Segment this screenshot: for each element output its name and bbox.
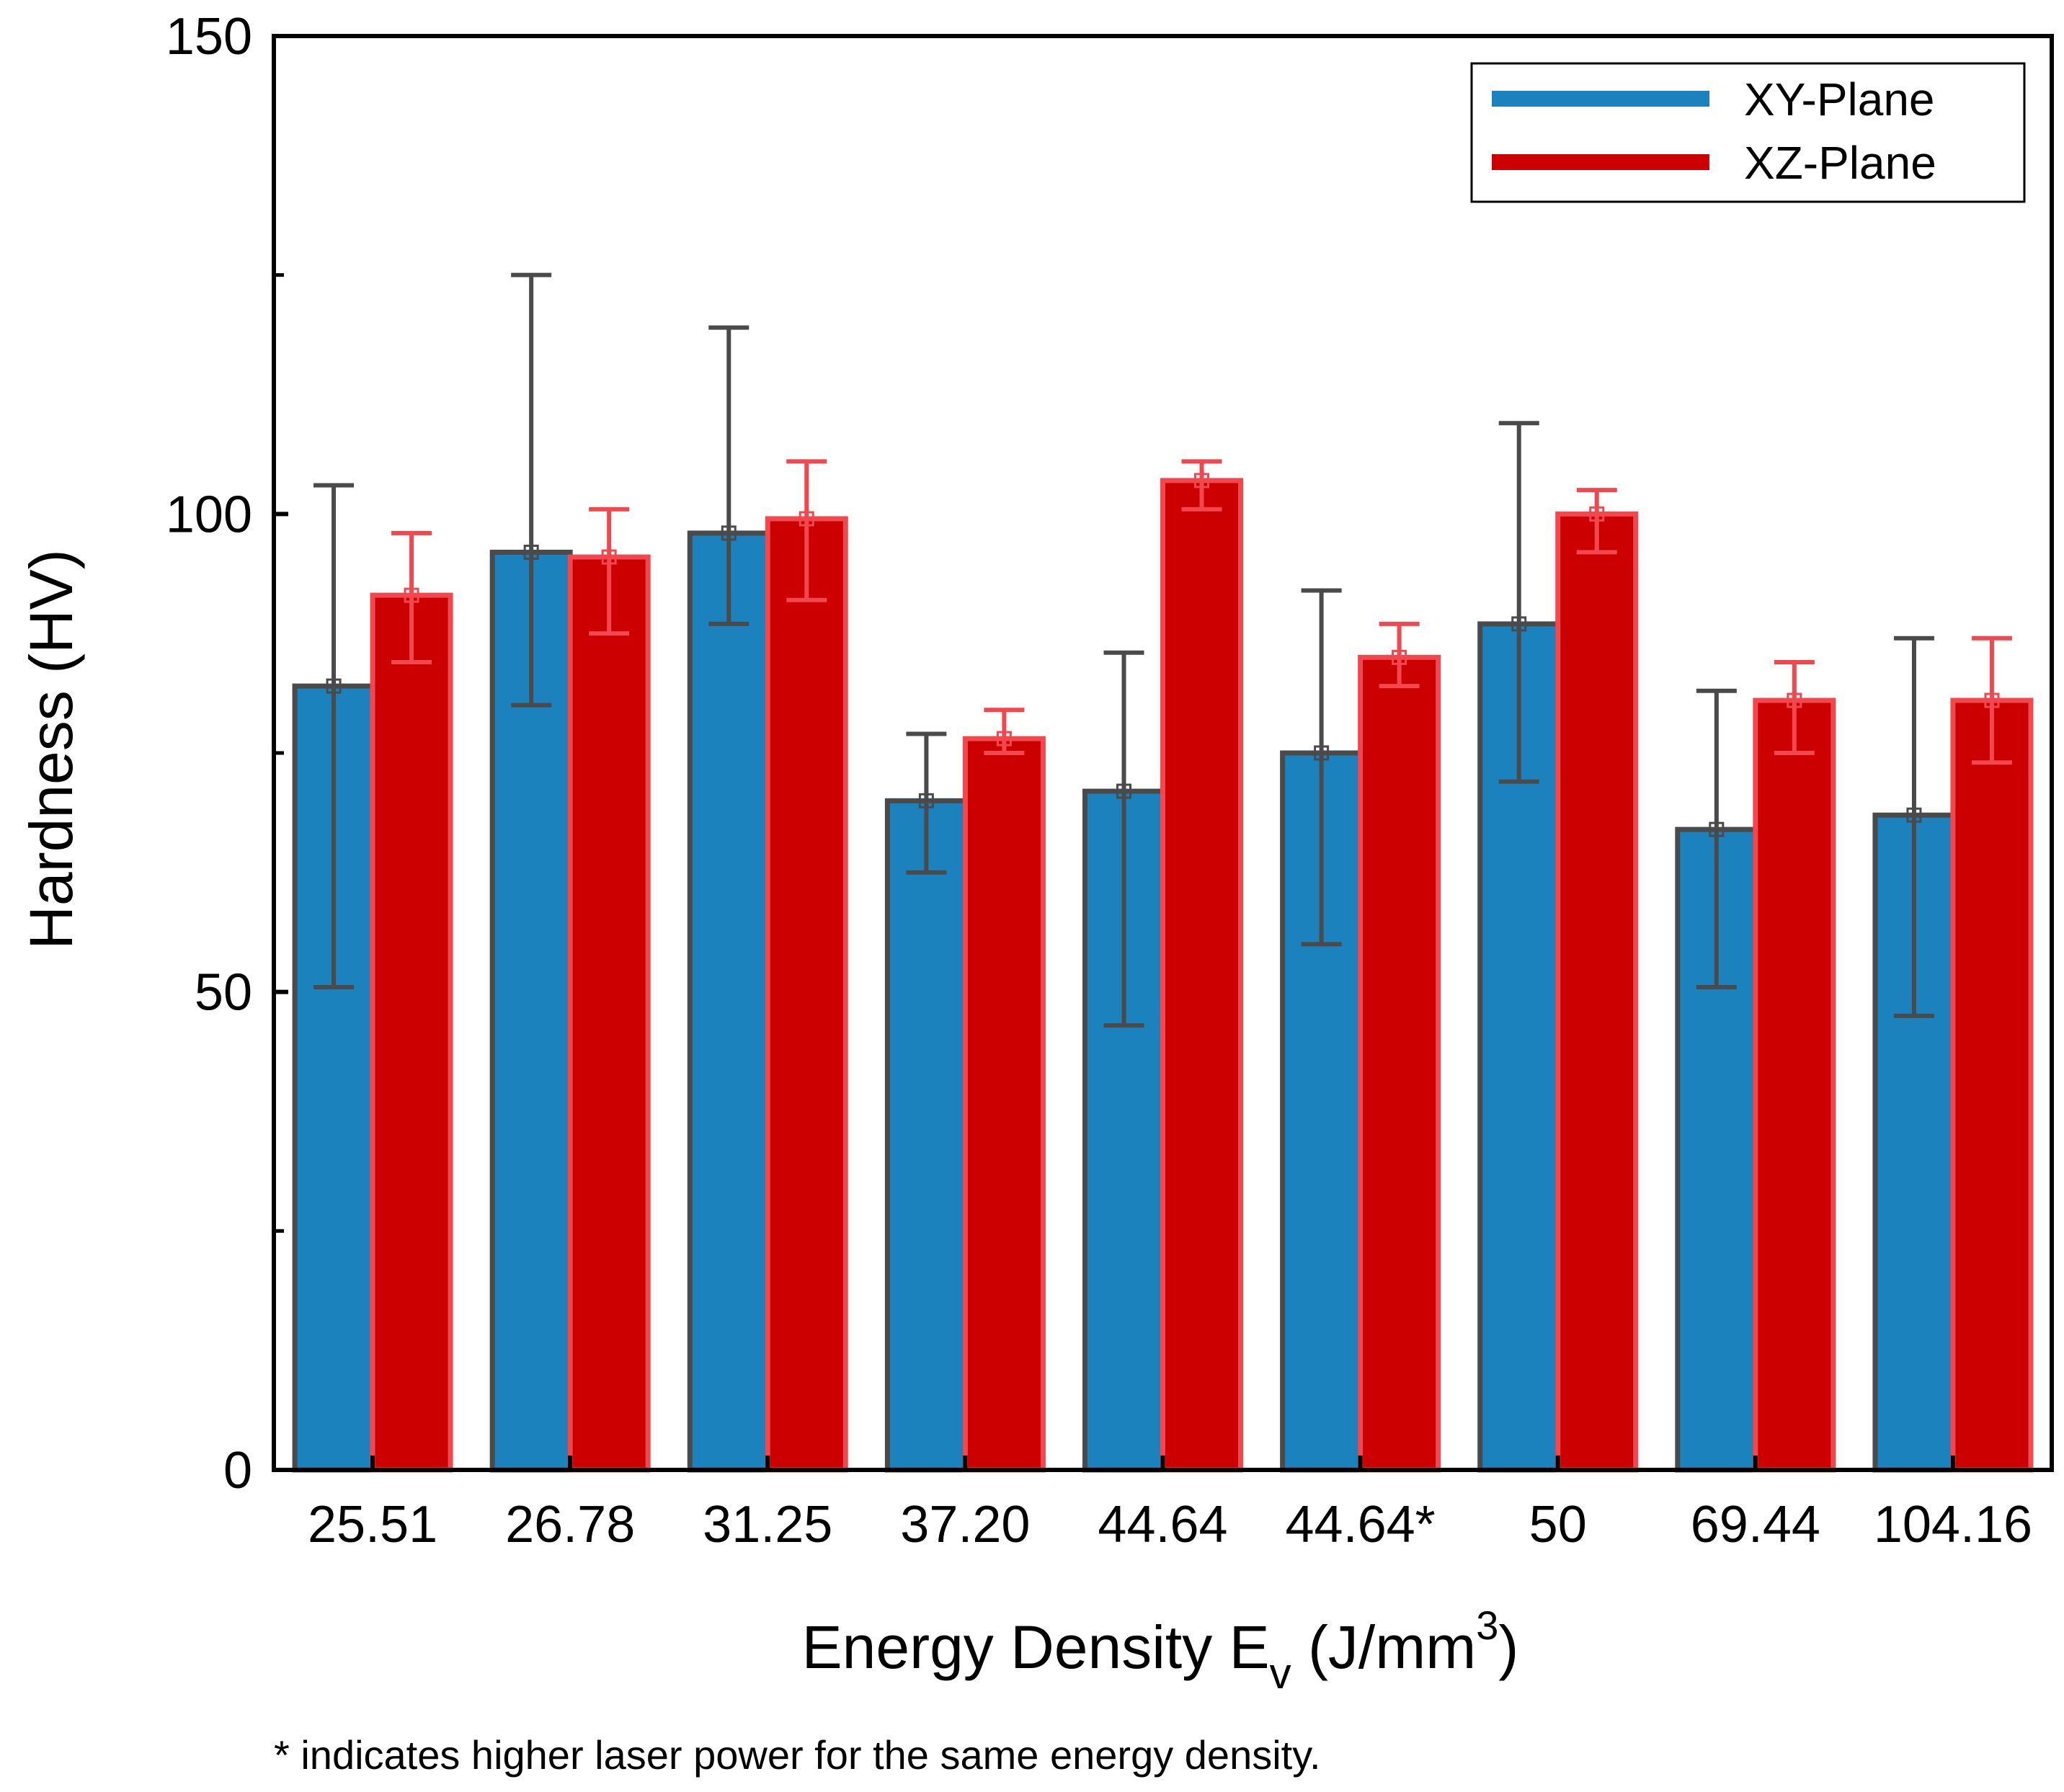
bars-layer — [292, 478, 2034, 1473]
bar-xz-plane-8 — [1950, 697, 2034, 1473]
x-tick-label-8: 104.16 — [1874, 1496, 2032, 1553]
x-axis-title-units: (J/mm — [1291, 1613, 1477, 1681]
x-tick-label-6: 50 — [1529, 1496, 1587, 1553]
bar-xz-plane-4 — [1160, 478, 1243, 1473]
bar-xy-plane-3 — [884, 798, 968, 1473]
x-tick-label-1: 26.78 — [505, 1496, 635, 1553]
legend-box — [1470, 62, 2026, 203]
axis-layer: 25.51 26.78 31.25 37.20 44.64 44.64* 50 69.44 10… — [166, 8, 2032, 1553]
x-axis-title-main: Energy Density E — [802, 1613, 1270, 1681]
legend-label-xz-plane: XZ-Plane — [1744, 137, 1936, 189]
x-tick-label-0: 25.51 — [308, 1496, 437, 1553]
legend: XY-Plane XZ-Plane — [1470, 62, 2026, 203]
y-axis-title: Hardness (HV) — [17, 549, 85, 949]
bar-xz-plane-0 — [370, 592, 453, 1473]
y-tick-label-1: 50 — [195, 964, 252, 1022]
x-axis-title-close: ) — [1498, 1613, 1518, 1681]
x-axis-title: Energy Density Ev (J/mm3) — [802, 1602, 1519, 1698]
y-tick-label-2: 100 — [166, 486, 252, 543]
y-tick-label-0: 0 — [223, 1442, 252, 1499]
x-tick-label-3: 37.20 — [900, 1496, 1030, 1553]
bar-xz-plane-7 — [1753, 697, 1836, 1473]
bar-xz-plane-6 — [1555, 511, 1639, 1473]
error-bars-layer — [313, 272, 2012, 1028]
footnote: * indicates higher laser power for the s… — [274, 1732, 1321, 1778]
bar-xz-plane-1 — [567, 554, 651, 1473]
legend-label-xy-plane: XY-Plane — [1744, 73, 1935, 125]
x-axis-title-superscript: 3 — [1476, 1602, 1498, 1648]
bar-xy-plane-2 — [687, 530, 770, 1473]
bar-xz-plane-3 — [962, 736, 1046, 1473]
bar-xz-plane-2 — [765, 516, 848, 1473]
x-tick-label-4: 44.64 — [1098, 1496, 1227, 1553]
bar-xz-plane-5 — [1358, 654, 1441, 1473]
y-tick-label-3: 150 — [166, 8, 252, 66]
x-axis-title-subscript: v — [1270, 1649, 1291, 1698]
x-tick-label-7: 69.44 — [1691, 1496, 1820, 1553]
x-tick-label-5: 44.64* — [1286, 1496, 1436, 1553]
x-tick-label-2: 31.25 — [703, 1496, 832, 1553]
